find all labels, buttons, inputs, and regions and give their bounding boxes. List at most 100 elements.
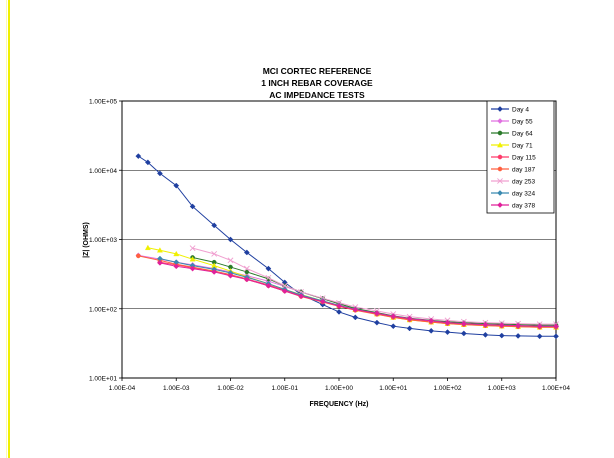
legend-label: day 324 <box>512 191 536 198</box>
x-tick-label: 1.00E+00 <box>325 385 353 392</box>
chart-title-line-1: MCI CORTEC REFERENCE <box>263 66 372 76</box>
chart-title: MCI CORTEC REFERENCE 1 INCH REBAR COVERA… <box>261 66 373 100</box>
data-point <box>227 257 234 264</box>
data-point <box>189 256 196 262</box>
legend-label: day 378 <box>512 203 536 210</box>
data-point <box>298 289 304 295</box>
data-point <box>243 249 250 256</box>
legend-label: Day 55 <box>512 119 533 126</box>
legend-item-day-187: day 187 <box>491 167 536 174</box>
data-point <box>189 245 196 252</box>
y-tick-label: 1.00E+01 <box>89 376 117 383</box>
x-tick-label: 1.00E+02 <box>433 385 461 392</box>
data-point <box>265 274 272 281</box>
x-tick-label: 1.00E-04 <box>109 385 136 392</box>
data-point <box>536 323 543 330</box>
scan-edge-highlight <box>8 0 10 458</box>
y-tick-label: 1.00E+05 <box>89 99 117 106</box>
data-point <box>498 322 505 329</box>
legend-item-day-253: day 253 <box>491 178 536 186</box>
data-point <box>374 319 380 326</box>
chart-title-line-3: AC IMPEDANCE TESTS <box>269 90 365 100</box>
data-point <box>482 331 489 338</box>
data-point <box>390 313 397 320</box>
legend-swatch-marker <box>497 141 503 148</box>
legend-label: Day 115 <box>512 155 536 162</box>
data-point <box>211 269 218 275</box>
data-point <box>265 265 272 272</box>
y-tick-label: 1.00E+02 <box>89 306 117 313</box>
legend-label: Day 64 <box>512 131 533 138</box>
data-point <box>374 310 380 317</box>
series-line-day-187 <box>138 255 556 328</box>
legend-item-day-324: day 324 <box>491 190 536 198</box>
legend-item-day-4: Day 4 <box>491 106 529 114</box>
data-point <box>173 263 180 270</box>
y-axis-ticks: 1.00E+01 1.00E+02 1.00E+03 1.00E+04 1.00E+05 <box>89 99 122 383</box>
legend-swatch-marker <box>497 130 503 136</box>
x-tick-label: 1.00E+04 <box>542 385 570 392</box>
y-tick-label: 1.00E+03 <box>89 237 117 244</box>
scan-edge-tint <box>6 0 7 458</box>
data-point <box>553 333 559 340</box>
legend-item-day-64: Day 64 <box>491 131 533 138</box>
data-point <box>444 319 451 326</box>
x-tick-label: 1.00E+03 <box>488 385 516 392</box>
data-point <box>336 309 342 315</box>
data-point <box>156 247 163 253</box>
chart-title-line-2: 1 INCH REBAR COVERAGE <box>261 78 373 88</box>
legend-item-day-115: Day 115 <box>491 155 536 162</box>
data-point <box>243 265 250 272</box>
legend-label: day 253 <box>512 179 536 186</box>
x-tick-label: 1.00E+01 <box>379 385 407 392</box>
x-axis-ticks: 1.00E-04 1.00E-03 1.00E-02 1.00E-01 1.00E+00… <box>109 378 570 392</box>
data-point <box>460 330 467 337</box>
legend-label: Day 71 <box>512 143 533 150</box>
data-point <box>336 303 342 309</box>
data-point <box>189 203 196 210</box>
data-point <box>428 327 435 334</box>
data-point <box>406 325 413 332</box>
y-axis-label: |Z| (OHMS) <box>83 222 90 258</box>
data-point <box>173 250 180 257</box>
legend-item-day-71: Day 71 <box>491 141 533 150</box>
data-point <box>136 253 141 259</box>
data-point <box>211 222 218 229</box>
legend-item-day-378: day 378 <box>491 202 536 210</box>
data-point <box>243 276 250 283</box>
data-point <box>227 272 234 279</box>
legend-swatch-marker <box>497 178 503 184</box>
data-point <box>227 236 234 243</box>
legend-label: Day 4 <box>512 107 529 114</box>
x-axis-label: FREQUENCY (Hz) <box>310 401 369 408</box>
data-point <box>498 332 505 339</box>
legend-swatch-marker <box>497 190 503 196</box>
data-point <box>173 182 180 189</box>
data-point <box>135 153 142 159</box>
x-tick-label: 1.00E-03 <box>163 385 190 392</box>
data-point <box>145 159 151 166</box>
data-point <box>460 320 467 327</box>
data-point <box>482 321 489 328</box>
data-point <box>553 323 559 330</box>
series-day-378 <box>157 259 559 330</box>
data-point <box>515 333 521 339</box>
series-layer <box>135 153 559 340</box>
data-point <box>319 298 326 305</box>
data-point <box>406 315 413 322</box>
x-tick-label: 1.00E-01 <box>272 385 299 392</box>
data-point <box>144 244 151 251</box>
data-point <box>211 250 218 257</box>
data-point <box>352 306 359 313</box>
data-point <box>157 170 163 177</box>
legend-label: day 187 <box>512 167 536 174</box>
data-point <box>515 322 521 329</box>
data-point <box>298 293 304 300</box>
x-tick-label: 1.00E-02 <box>217 385 244 392</box>
legend-swatch-marker <box>497 202 503 208</box>
legend-swatch-marker <box>497 106 503 112</box>
data-point <box>444 329 451 335</box>
data-point <box>265 282 272 289</box>
